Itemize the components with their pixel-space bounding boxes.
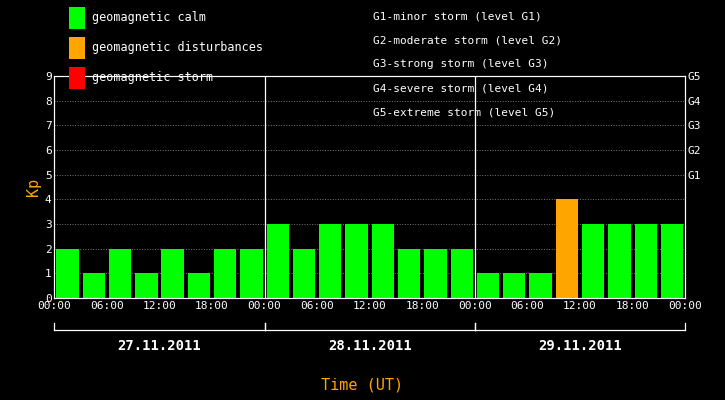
Bar xyxy=(398,249,420,298)
Text: G3-strong storm (level G3): G3-strong storm (level G3) xyxy=(373,59,549,69)
Bar xyxy=(477,273,500,298)
Bar xyxy=(240,249,262,298)
Bar xyxy=(582,224,605,298)
Text: Time (UT): Time (UT) xyxy=(321,378,404,393)
Text: geomagnetic disturbances: geomagnetic disturbances xyxy=(92,42,263,54)
Bar xyxy=(135,273,157,298)
Bar xyxy=(188,273,210,298)
Bar xyxy=(424,249,447,298)
Bar xyxy=(267,224,289,298)
Bar xyxy=(372,224,394,298)
Text: G4-severe storm (level G4): G4-severe storm (level G4) xyxy=(373,83,549,93)
Bar xyxy=(503,273,526,298)
Text: geomagnetic calm: geomagnetic calm xyxy=(92,12,206,24)
Bar xyxy=(660,224,683,298)
Text: 29.11.2011: 29.11.2011 xyxy=(538,339,622,353)
Bar xyxy=(608,224,631,298)
Bar xyxy=(319,224,341,298)
Y-axis label: Kp: Kp xyxy=(25,178,41,196)
Text: G2-moderate storm (level G2): G2-moderate storm (level G2) xyxy=(373,35,563,45)
Bar xyxy=(83,273,105,298)
Text: G5-extreme storm (level G5): G5-extreme storm (level G5) xyxy=(373,107,555,117)
Bar xyxy=(109,249,131,298)
Text: geomagnetic storm: geomagnetic storm xyxy=(92,72,213,84)
Bar xyxy=(162,249,184,298)
Bar xyxy=(214,249,236,298)
Bar xyxy=(293,249,315,298)
Text: 27.11.2011: 27.11.2011 xyxy=(117,339,202,353)
Bar xyxy=(450,249,473,298)
Text: G1-minor storm (level G1): G1-minor storm (level G1) xyxy=(373,11,542,21)
Bar xyxy=(529,273,552,298)
Bar xyxy=(345,224,368,298)
Bar xyxy=(555,199,578,298)
Text: 28.11.2011: 28.11.2011 xyxy=(328,339,412,353)
Bar xyxy=(57,249,79,298)
Bar xyxy=(634,224,657,298)
